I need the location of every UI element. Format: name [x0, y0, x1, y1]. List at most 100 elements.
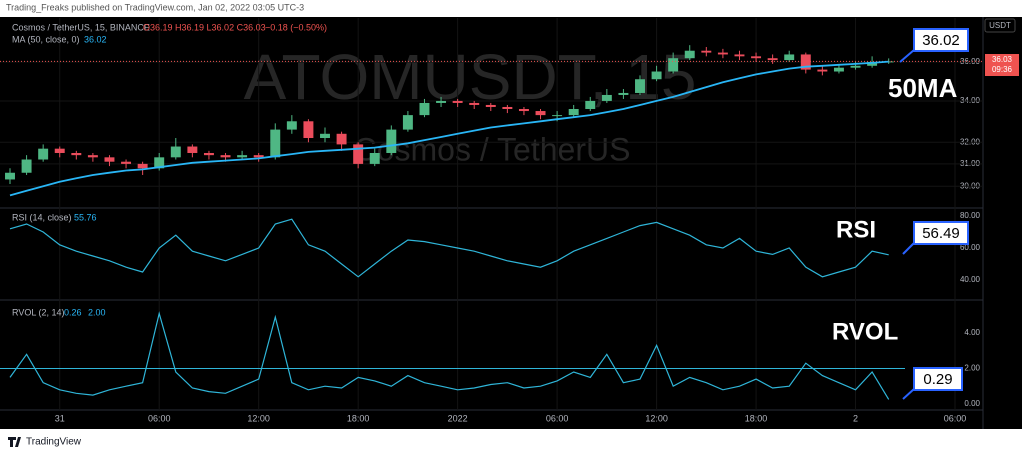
- candle-body: [54, 148, 65, 153]
- x-tick-label: 2: [853, 413, 858, 423]
- candle-body: [535, 111, 546, 116]
- candle-body: [104, 157, 115, 162]
- candle-body: [154, 157, 165, 169]
- rsi-legend-value: 55.76: [74, 212, 97, 222]
- x-tick-label: 06:00: [148, 413, 171, 423]
- plot: 31 06:00 12:00 18:00 2022 06:00 12:00 18:00 2 06:…: [0, 18, 983, 423]
- annotation-pointer: [899, 49, 915, 63]
- x-tick-label: 12:00: [645, 413, 668, 423]
- ohlc: O36.19 H36.19 L36.02 C36.03: [143, 22, 266, 32]
- annotation: 36.02: [922, 32, 960, 49]
- rvol-legend-value: 0.26: [64, 307, 82, 317]
- last-price: 36.03: [992, 55, 1013, 64]
- candle-body: [386, 129, 397, 153]
- series-line: [9, 60, 889, 197]
- x-tick-label: 12:00: [247, 413, 270, 423]
- candle-body: [402, 115, 413, 130]
- candle-body: [187, 146, 198, 153]
- candle-body: [635, 79, 645, 93]
- candle-body: [419, 102, 430, 116]
- annotation: 56.49: [922, 225, 960, 242]
- candle-body: [568, 109, 579, 116]
- candle-body: [651, 71, 662, 80]
- annotation: 50MA: [888, 73, 958, 103]
- rvol-legend: RVOL (2, 14): [12, 307, 65, 317]
- candle-body: [121, 161, 132, 164]
- logo: [8, 437, 21, 447]
- candle-body: [817, 69, 828, 72]
- y-tick-label: 2.00: [964, 364, 980, 373]
- x-tick-label: 2022: [448, 413, 468, 423]
- rvol-level-value: 2.00: [88, 307, 106, 317]
- candle-body: [469, 102, 480, 105]
- candle-body: [38, 148, 49, 160]
- currency-box: [984, 18, 1016, 33]
- candle-body: [585, 100, 596, 110]
- countdown: 09:36: [992, 65, 1013, 74]
- candle-body: [833, 67, 844, 72]
- candle-body: [137, 163, 148, 169]
- candle-body: [850, 65, 861, 68]
- y-tick-label: 4.00: [964, 328, 980, 337]
- watermark: ATOMUSDT, 15: [244, 41, 697, 113]
- footer-brand: TradingView: [26, 437, 82, 448]
- symbol-title: Cosmos / TetherUS, 15, BINANCE: [12, 22, 150, 32]
- series-line: [9, 311, 890, 400]
- candle-body: [87, 155, 98, 158]
- ma-legend-value: 36.02: [84, 34, 107, 44]
- candle-body: [220, 155, 231, 158]
- annotation-pointer: [902, 242, 915, 255]
- candle-body: [336, 133, 347, 145]
- candle-body: [518, 109, 529, 112]
- x-tick-label: 06:00: [944, 413, 967, 423]
- candle-body: [170, 146, 181, 158]
- ma-legend: MA (50, close, 0): [12, 34, 80, 44]
- candle-body: [800, 54, 811, 70]
- y-tick-label: 60.00: [960, 243, 981, 252]
- candle-body: [502, 106, 513, 110]
- x-tick-label: 31: [55, 413, 65, 423]
- x-tick-label: 18:00: [745, 413, 768, 423]
- annotation-pointer: [902, 388, 915, 400]
- candle-body: [767, 58, 778, 61]
- candle-body: [751, 56, 762, 59]
- annotation-box: [913, 221, 969, 245]
- currency: USDT: [989, 21, 1011, 30]
- y-tick-label: 80.00: [960, 211, 981, 220]
- candle-body: [618, 92, 629, 95]
- candle-body: [684, 50, 695, 59]
- candle-body: [369, 152, 380, 164]
- candle-body: [203, 152, 214, 156]
- candle-body: [701, 50, 712, 53]
- candle-body: [320, 133, 330, 139]
- candle-body: [867, 61, 878, 66]
- annotation: RVOL: [832, 318, 898, 345]
- watermark-subtitle: Cosmos / TetherUS: [354, 131, 631, 167]
- candle-body: [253, 155, 264, 158]
- annotation: RSI: [836, 216, 876, 243]
- x-tick-label: 06:00: [546, 413, 569, 423]
- rsi-legend: RSI (14, close): [12, 212, 72, 222]
- x-tick-label: 18:00: [347, 413, 370, 423]
- y-tick-label: 0.00: [964, 399, 980, 408]
- candle-body: [784, 54, 795, 61]
- candle-body: [717, 52, 728, 55]
- candle-body: [734, 54, 745, 57]
- header: Trading_Freaks published on TradingView.…: [6, 2, 304, 12]
- annotation-box: [913, 28, 969, 52]
- chart-background: [0, 17, 1022, 429]
- annotation: 0.29: [923, 371, 952, 388]
- candle-body: [237, 155, 248, 158]
- candle-body: [286, 121, 297, 130]
- candle-body: [601, 94, 612, 101]
- candle-body: [21, 159, 32, 173]
- annotation-box: [913, 367, 963, 391]
- candle-body: [5, 172, 15, 180]
- candle-body: [485, 104, 496, 107]
- candle-body: [303, 121, 314, 139]
- candle-body: [452, 100, 463, 103]
- candle-body: [71, 152, 82, 156]
- series-line: [9, 218, 889, 278]
- candle-body: [270, 129, 281, 158]
